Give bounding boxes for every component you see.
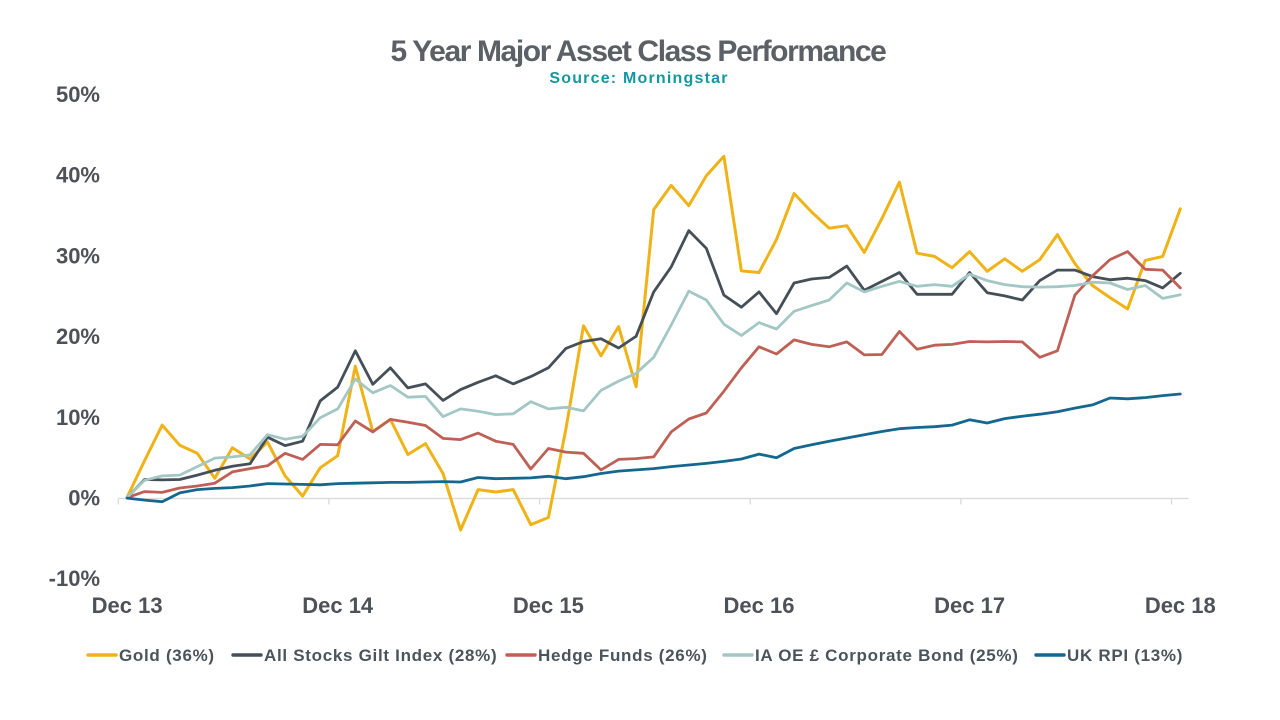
svg-text:Dec 16: Dec 16 bbox=[724, 593, 795, 618]
svg-text:50%: 50% bbox=[56, 82, 100, 107]
svg-text:0%: 0% bbox=[68, 486, 100, 511]
svg-text:Source: Morningstar: Source: Morningstar bbox=[549, 70, 728, 87]
svg-text:30%: 30% bbox=[56, 243, 100, 268]
svg-text:Hedge Funds (26%): Hedge Funds (26%) bbox=[538, 646, 708, 665]
svg-text:UK RPI (13%): UK RPI (13%) bbox=[1067, 646, 1183, 665]
svg-text:20%: 20% bbox=[56, 324, 100, 349]
svg-text:Dec 14: Dec 14 bbox=[302, 593, 374, 618]
svg-text:Dec 17: Dec 17 bbox=[934, 593, 1005, 618]
svg-text:Gold (36%): Gold (36%) bbox=[119, 646, 215, 665]
svg-text:All Stocks Gilt Index (28%): All Stocks Gilt Index (28%) bbox=[264, 646, 497, 665]
svg-text:Dec 15: Dec 15 bbox=[513, 593, 584, 618]
svg-text:Dec 13: Dec 13 bbox=[92, 593, 163, 618]
svg-text:40%: 40% bbox=[56, 163, 100, 188]
svg-text:IA OE £ Corporate Bond (25%): IA OE £ Corporate Bond (25%) bbox=[755, 646, 1019, 665]
svg-text:-10%: -10% bbox=[49, 566, 100, 591]
svg-text:5 Year Major Asset Class Perfo: 5 Year Major Asset Class Performance bbox=[391, 35, 887, 68]
svg-text:Dec 18: Dec 18 bbox=[1145, 593, 1216, 618]
svg-text:10%: 10% bbox=[56, 405, 100, 430]
